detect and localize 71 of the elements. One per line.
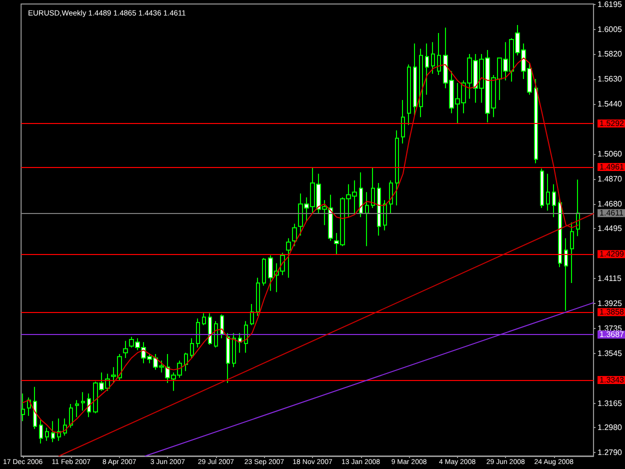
ref-line-label: 1.3343 bbox=[600, 375, 625, 384]
candlestick bbox=[546, 173, 550, 212]
candlestick bbox=[413, 42, 417, 116]
ref-line-label: 1.4299 bbox=[600, 250, 625, 259]
candlestick bbox=[244, 320, 248, 354]
candlestick bbox=[552, 184, 556, 218]
candlestick bbox=[371, 166, 375, 208]
candlestick bbox=[214, 320, 218, 348]
candlestick bbox=[262, 257, 266, 286]
y-tick-label: 1.3925 bbox=[598, 298, 623, 308]
candlestick bbox=[570, 222, 574, 284]
candlestick bbox=[437, 32, 441, 76]
y-tick-label: 1.6005 bbox=[598, 25, 623, 34]
candlestick bbox=[431, 42, 435, 74]
candlestick bbox=[220, 314, 224, 339]
candlestick bbox=[377, 182, 381, 236]
candlestick bbox=[51, 420, 55, 443]
candlestick bbox=[57, 418, 61, 442]
candlestick bbox=[202, 312, 206, 326]
candlestick bbox=[87, 392, 91, 418]
candlestick bbox=[250, 304, 254, 326]
ref-line-label: 1.4611 bbox=[600, 208, 624, 218]
line-series bbox=[22, 57, 579, 434]
candlestick bbox=[292, 223, 297, 247]
candlestick bbox=[365, 192, 369, 247]
candlestick bbox=[208, 312, 212, 346]
candlestick bbox=[359, 172, 363, 218]
y-tick-label: 1.5630 bbox=[598, 74, 623, 84]
candlestick bbox=[540, 168, 544, 208]
candlestick bbox=[256, 277, 260, 316]
candlestick bbox=[419, 48, 423, 118]
candlestick bbox=[401, 100, 405, 144]
y-tick-label: 1.5820 bbox=[598, 50, 623, 59]
y-tick-label: 1.4495 bbox=[598, 224, 623, 233]
candlestick bbox=[190, 338, 194, 358]
candlestick bbox=[534, 78, 538, 164]
candlestick bbox=[45, 427, 49, 442]
candlestick bbox=[69, 404, 73, 428]
candlestick bbox=[425, 42, 429, 96]
candlestick bbox=[33, 386, 37, 430]
y-tick-label: 1.5060 bbox=[598, 150, 623, 159]
candlestick bbox=[196, 318, 200, 348]
candlestick bbox=[383, 200, 387, 231]
candlestick bbox=[123, 340, 128, 358]
candlestick bbox=[184, 352, 188, 372]
candlestick bbox=[389, 180, 393, 214]
ref-line-label: 1.5292 bbox=[600, 118, 625, 128]
candlestick bbox=[407, 64, 411, 126]
candlestick bbox=[395, 130, 399, 206]
candlestick bbox=[564, 238, 568, 312]
candlestick bbox=[558, 196, 562, 268]
y-tick-label: 1.3545 bbox=[598, 348, 623, 358]
ref-line-label: 1.4961 bbox=[600, 162, 625, 172]
y-tick-label: 1.3165 bbox=[598, 398, 623, 408]
y-tick-label: 1.4115 bbox=[598, 274, 622, 283]
candlestick bbox=[21, 392, 25, 422]
candlestick bbox=[286, 238, 291, 278]
y-tick-label: 1.4870 bbox=[598, 174, 623, 184]
y-tick-label: 1.4680 bbox=[598, 200, 623, 209]
ref-line-label: 1.3858 bbox=[600, 308, 625, 317]
y-tick-label: 1.2790 bbox=[598, 448, 623, 458]
y-tick-label: 1.5440 bbox=[598, 100, 623, 109]
candlestick bbox=[232, 332, 236, 368]
y-tick-label: 1.2980 bbox=[598, 423, 623, 432]
ref-line-label: 1.3687 bbox=[600, 330, 625, 340]
candlestick bbox=[81, 392, 85, 412]
y-tick-label: 1.6195 bbox=[598, 0, 623, 10]
candlestick bbox=[226, 332, 230, 384]
candlestick bbox=[238, 332, 242, 354]
candlestick bbox=[75, 400, 79, 418]
candlestick bbox=[39, 419, 43, 444]
